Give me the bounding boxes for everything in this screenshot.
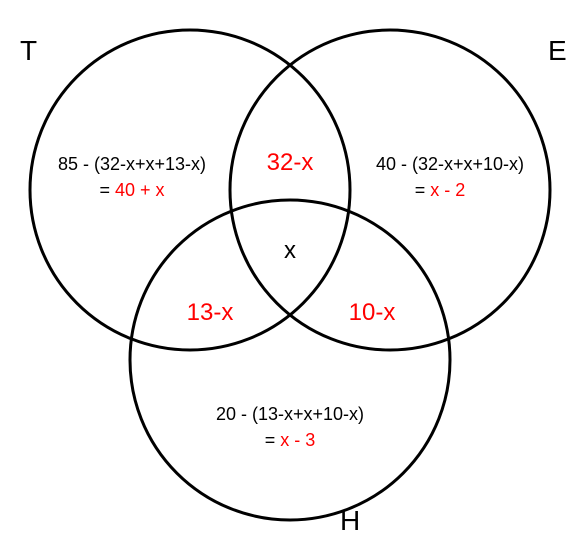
label-T: T	[20, 35, 37, 66]
region-EH: 10-x	[349, 299, 396, 326]
only-H-expr: 20 - (13-x+x+10-x)	[216, 404, 364, 424]
only-E-result: x - 2	[430, 180, 465, 200]
only-H-result-line: = x - 3	[265, 430, 316, 450]
region-center: x	[284, 237, 296, 264]
region-TH: 13-x	[187, 299, 234, 326]
label-E: E	[548, 35, 567, 66]
region-TE: 32-x	[267, 149, 314, 176]
only-E-result-line: = x - 2	[415, 180, 466, 200]
only-H-eq: =	[265, 430, 281, 450]
only-E-expr: 40 - (32-x+x+10-x)	[376, 154, 524, 174]
only-H-result: x - 3	[280, 430, 315, 450]
only-T-result-line: = 40 + x	[99, 180, 164, 200]
only-E-eq: =	[415, 180, 431, 200]
label-H: H	[340, 505, 360, 536]
only-T-result: 40 + x	[115, 180, 165, 200]
only-T-expr: 85 - (32-x+x+13-x)	[58, 154, 206, 174]
only-T-eq: =	[99, 180, 115, 200]
venn-diagram: T E H x 32-x 13-x 10-x 85 - (32-x+x+13-x…	[0, 0, 584, 537]
